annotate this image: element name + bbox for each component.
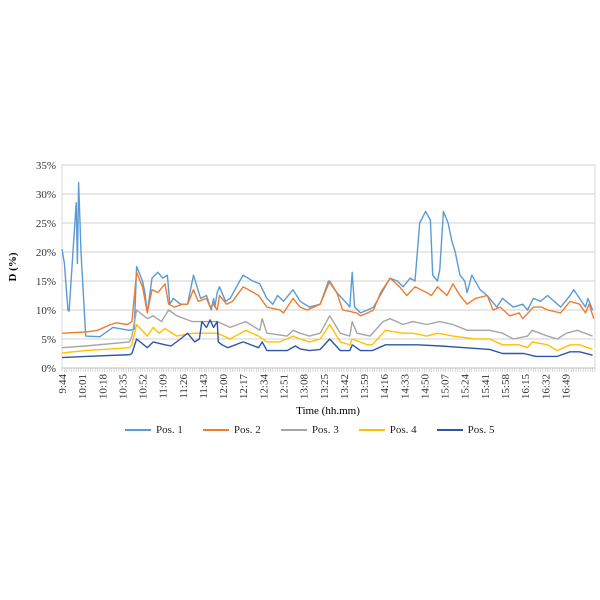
x-tick-label: 9:44 — [57, 374, 69, 394]
y-tick-label: 10% — [36, 305, 56, 317]
x-tick-label: 12:34 — [258, 374, 270, 400]
x-tick-label: 16:49 — [560, 374, 572, 400]
x-tick-label: 13:59 — [359, 374, 371, 400]
legend-item-pos-2: Pos. 2 — [202, 424, 261, 436]
y-tick-label: 35% — [36, 160, 56, 172]
x-tick-label: 13:25 — [319, 374, 331, 400]
y-tick-label: 0% — [41, 363, 56, 375]
series-line-pos-5 — [61, 319, 593, 359]
x-tick-label: 11:43 — [198, 374, 210, 399]
legend-swatch — [358, 429, 385, 431]
legend-label: Pos. 3 — [311, 424, 339, 436]
legend-label: Pos. 5 — [467, 424, 495, 436]
legend-label: Pos. 1 — [156, 424, 183, 436]
legend-item-pos-1: Pos. 1 — [125, 424, 183, 436]
plot-area — [61, 164, 596, 369]
y-tick-label: 15% — [36, 276, 56, 288]
legend-swatch — [125, 429, 151, 431]
legend-item-pos-4: Pos. 4 — [358, 424, 417, 436]
series-line-pos-3 — [61, 309, 593, 349]
x-tick-label: 16:32 — [540, 374, 552, 399]
x-axis-title: Time (hh.mm) — [296, 405, 360, 417]
x-tick-label: 13:42 — [339, 374, 351, 399]
legend-label: Pos. 4 — [389, 424, 417, 436]
x-tick-label: 10:35 — [117, 374, 129, 400]
legend-item-pos-5: Pos. 5 — [436, 424, 495, 436]
x-tick-label: 14:33 — [399, 374, 411, 400]
x-tick-label: 11:26 — [178, 374, 190, 399]
legend-item-pos-3: Pos. 3 — [280, 424, 339, 436]
y-axis-ticks: 0% 5% 10% 15% 20% 25% 30% 35% — [36, 160, 56, 375]
y-tick-label: 20% — [36, 247, 56, 259]
y-tick-label: 5% — [41, 334, 56, 346]
x-tick-label: 15:58 — [500, 374, 512, 400]
x-tick-label: 10:18 — [97, 374, 109, 400]
legend: Pos. 1 Pos. 2 Pos. 3 Pos. 4 Pos. 5 — [125, 424, 495, 436]
y-tick-label: 30% — [36, 189, 56, 201]
x-tick-label: 16:15 — [520, 374, 532, 400]
x-tick-label: 14:50 — [419, 374, 431, 400]
series-line-pos-4 — [61, 323, 593, 354]
x-tick-label: 10:01 — [77, 374, 89, 399]
y-tick-label: 25% — [36, 218, 56, 230]
x-tick-label: 10:52 — [138, 374, 150, 399]
legend-swatch — [202, 429, 229, 431]
gridlines — [61, 164, 596, 369]
x-tick-label: 15:24 — [460, 374, 472, 400]
series-line-pos-2 — [61, 271, 595, 334]
legend-swatch — [436, 429, 463, 431]
x-tick-label: 11:09 — [158, 374, 170, 399]
legend-swatch — [280, 429, 307, 431]
x-tick-label: 12:00 — [218, 374, 230, 400]
x-tick-label: 15:07 — [440, 374, 452, 400]
x-axis: 9:44 10:01 10:18 10:35 10:52 11:09 11:26 11:43 1… — [57, 367, 596, 400]
x-tick-label: 13:08 — [299, 374, 311, 400]
x-tick-label: 12:17 — [238, 374, 250, 400]
x-tick-label: 14:16 — [379, 374, 391, 400]
series-lines — [61, 181, 595, 359]
x-tick-label: 12:51 — [278, 374, 290, 399]
legend-label: Pos. 2 — [233, 424, 261, 436]
x-tick-label: 15:41 — [480, 374, 492, 399]
y-axis-title: D (%) — [7, 252, 19, 281]
